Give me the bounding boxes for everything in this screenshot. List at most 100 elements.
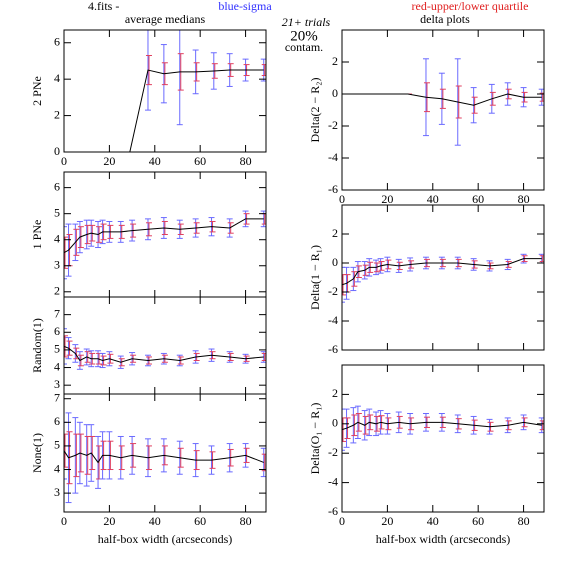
quartile-bar xyxy=(73,228,80,256)
sigma-bar xyxy=(64,226,67,280)
median-line xyxy=(342,421,542,431)
x-tick-label: 40 xyxy=(149,514,161,528)
x-tick-label: 0 xyxy=(61,514,67,528)
y-tick-label: 0 xyxy=(332,86,338,100)
x-tick-label: 80 xyxy=(518,192,530,206)
frame xyxy=(341,204,545,351)
quartile-bar xyxy=(539,420,544,431)
quartile-bar xyxy=(261,352,266,361)
y-axis-label: Delta(2 − R₂) xyxy=(308,78,322,143)
y-tick-label: 4 xyxy=(54,231,60,245)
y-tick-label: 0 xyxy=(54,144,60,158)
x-tick-label: 60 xyxy=(472,514,484,528)
y-tick-label: -6 xyxy=(328,504,338,518)
x-axis-label: half-box width (arcseconds) xyxy=(98,532,233,546)
y-tick-label: -2 xyxy=(328,118,338,132)
plot-area xyxy=(64,210,266,280)
x-tick-label: 0 xyxy=(61,154,67,168)
x-axis-label: half-box width (arcseconds) xyxy=(376,532,511,546)
y-tick-label: -6 xyxy=(328,342,338,356)
y-tick-label: -2 xyxy=(328,284,338,298)
y-axis-label: None(1) xyxy=(30,433,44,473)
y-tick-label: 6 xyxy=(54,414,60,428)
x-tick-label: 0 xyxy=(339,192,345,206)
quartile-bar xyxy=(261,64,266,77)
median-line xyxy=(64,450,264,464)
x-tick-label: 40 xyxy=(427,514,439,528)
y-tick-label: 2 xyxy=(332,54,338,68)
sigma-legend: blue-sigma xyxy=(218,0,272,13)
median-line xyxy=(342,93,542,106)
trials-label: 21+ trials xyxy=(282,15,331,29)
contam-label: contam. xyxy=(285,40,323,54)
contam-pct: 20% xyxy=(290,28,318,44)
frame xyxy=(63,393,267,513)
y-tick-label: 7 xyxy=(54,306,60,320)
quartile-bar xyxy=(362,415,369,435)
quartile-bar xyxy=(539,255,544,263)
plot-area xyxy=(342,405,544,451)
x-tick-label: 60 xyxy=(472,192,484,206)
plot-area xyxy=(64,412,266,504)
x-tick-label: 20 xyxy=(103,154,115,168)
frame xyxy=(341,364,545,513)
y-axis-label: Random(1) xyxy=(30,318,44,373)
x-tick-label: 20 xyxy=(381,192,393,206)
plot-area xyxy=(64,30,266,152)
quartile-legend: red-upper/lower quartile xyxy=(412,0,529,13)
sigma-bar xyxy=(64,328,67,365)
median-line xyxy=(64,218,264,254)
y-tick-label: 3 xyxy=(54,377,60,391)
y-tick-label: 7 xyxy=(54,390,60,404)
x-tick-label: 60 xyxy=(194,514,206,528)
y-tick-label: 6 xyxy=(54,179,60,193)
quartile-bar xyxy=(66,234,73,267)
x-tick-label: 80 xyxy=(518,514,530,528)
x-tick-label: 60 xyxy=(194,154,206,168)
plot-area xyxy=(342,253,544,303)
y-tick-label: 2 xyxy=(54,284,60,298)
y-tick-label: 2 xyxy=(54,107,60,121)
quartile-bar xyxy=(89,435,96,471)
frame xyxy=(63,296,267,395)
y-tick-label: -4 xyxy=(328,150,338,164)
y-axis-label: Delta(1 − R₁) xyxy=(308,245,322,310)
y-tick-label: -2 xyxy=(328,445,338,459)
x-tick-label: 40 xyxy=(427,192,439,206)
y-tick-label: -6 xyxy=(328,182,338,196)
x-tick-label: 80 xyxy=(240,154,252,168)
y-tick-label: 5 xyxy=(54,205,60,219)
x-tick-label: 40 xyxy=(149,154,161,168)
quartile-bar xyxy=(362,264,369,276)
y-axis-label: 2 PNe xyxy=(30,76,44,106)
quartile-bar xyxy=(96,445,103,480)
y-tick-label: 4 xyxy=(54,461,60,475)
quartile-bar xyxy=(66,340,73,356)
x-tick-label: 0 xyxy=(339,514,345,528)
y-tick-label: -4 xyxy=(328,313,338,327)
y-tick-label: 2 xyxy=(332,226,338,240)
frame xyxy=(341,29,545,191)
median-line xyxy=(64,69,264,152)
quartile-bar xyxy=(73,347,80,360)
x-tick-label: 20 xyxy=(381,514,393,528)
y-axis-label: Delta(O₁ − R₁) xyxy=(308,403,322,475)
plot-area xyxy=(64,328,266,370)
y-tick-label: 4 xyxy=(54,359,60,373)
y-tick-label: 4 xyxy=(54,71,60,85)
y-tick-label: 6 xyxy=(54,324,60,338)
median-line xyxy=(64,345,264,363)
plot-area xyxy=(342,58,544,146)
y-tick-label: 3 xyxy=(54,485,60,499)
y-tick-label: 2 xyxy=(332,386,338,400)
quartile-bar xyxy=(539,92,544,102)
y-tick-label: -4 xyxy=(328,474,338,488)
y-tick-label: 0 xyxy=(332,255,338,269)
y-axis-label: 1 PNe xyxy=(30,220,44,250)
y-tick-label: 5 xyxy=(54,342,60,356)
x-tick-label: 80 xyxy=(240,514,252,528)
file-label: 4.fits - xyxy=(88,0,119,13)
y-tick-label: 5 xyxy=(54,438,60,452)
frame xyxy=(63,29,267,153)
